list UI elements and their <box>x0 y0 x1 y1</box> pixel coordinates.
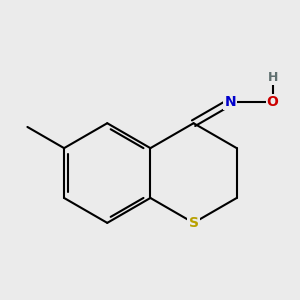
Text: O: O <box>267 95 278 109</box>
Text: H: H <box>267 70 278 84</box>
Text: N: N <box>224 95 236 109</box>
Text: S: S <box>189 216 199 230</box>
